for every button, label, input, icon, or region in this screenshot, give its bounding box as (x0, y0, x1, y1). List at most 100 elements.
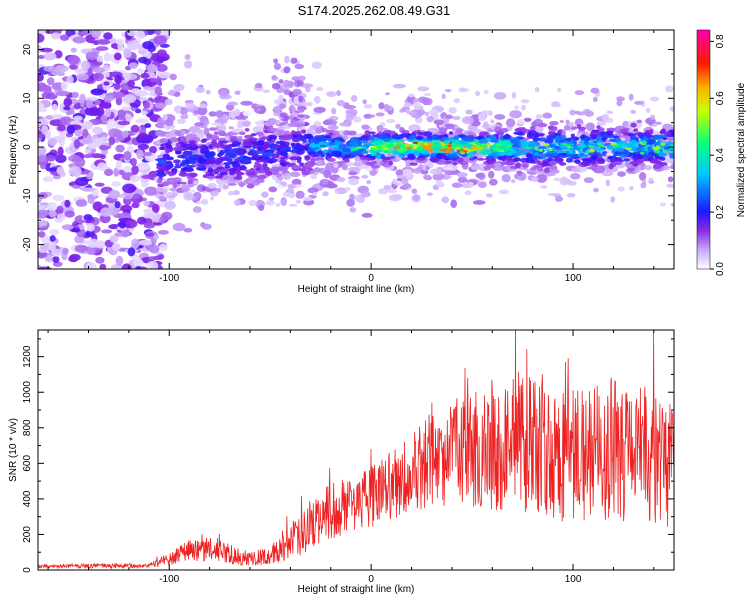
heatmap-cell (542, 143, 550, 147)
heatmap-cell (237, 119, 245, 129)
heatmap-cell (538, 133, 545, 137)
heatmap-cell (113, 130, 124, 137)
heatmap-cell (378, 102, 385, 110)
heatmap-cell (248, 137, 258, 142)
heatmap-cell (233, 199, 241, 206)
heatmap-cell (370, 164, 381, 169)
heatmap-cell (122, 94, 137, 104)
heatmap-cell (138, 56, 149, 64)
heatmap-cell (168, 163, 174, 169)
heatmap-cell (628, 93, 634, 101)
heatmap-cell (495, 142, 502, 147)
colorbar-label: Normalized spectral amplitude (736, 82, 747, 217)
heatmap-cell (158, 243, 169, 252)
heatmap-cell (471, 164, 480, 171)
heatmap-cell (91, 126, 104, 135)
heatmap-cell (174, 130, 182, 135)
heatmap-cell (279, 151, 288, 157)
heatmap-cell (534, 151, 539, 156)
heatmap-cell (451, 115, 461, 120)
heatmap-cell (417, 131, 425, 136)
heatmap-cell (42, 176, 54, 183)
heatmap-cell (550, 166, 558, 171)
heatmap-cell (38, 231, 46, 238)
heatmap-cell (298, 167, 306, 172)
colorbar-tick-label: 0.2 (715, 205, 726, 219)
heatmap-cell (136, 162, 150, 171)
heatmap-cell (403, 183, 411, 189)
heatmap-cell (273, 62, 282, 71)
heatmap-cell (245, 178, 254, 182)
heatmap-cell (154, 130, 166, 137)
heatmap-cell (510, 140, 521, 145)
heatmap-cell (80, 60, 91, 71)
heatmap-cell (315, 137, 323, 142)
heatmap-cell (303, 196, 313, 202)
heatmap-cell (201, 186, 207, 191)
heatmap-cell (280, 198, 286, 205)
heatmap-cell (178, 172, 189, 177)
heatmap-cell (421, 150, 430, 155)
heatmap-cell (154, 30, 162, 36)
heatmap-cell (551, 126, 558, 132)
heatmap-cell (375, 152, 381, 156)
heatmap-cell (441, 93, 446, 100)
heatmap-cell (309, 124, 318, 130)
heatmap-cell (323, 169, 332, 179)
heatmap-cell (270, 166, 280, 173)
heatmap-cell (449, 153, 458, 158)
heatmap-cell (469, 157, 475, 161)
heatmap-cell (632, 153, 643, 159)
heatmap-cell (174, 105, 182, 114)
heatmap-cell (438, 135, 443, 139)
heatmap-cell (229, 150, 235, 153)
heatmap-cell (142, 41, 154, 50)
heatmap-cell (296, 158, 302, 164)
heatmap-cell (520, 99, 530, 104)
heatmap-cell (304, 155, 311, 160)
heatmap-cell (94, 99, 101, 106)
heatmap-cell (136, 30, 146, 40)
heatmap-cell (300, 83, 314, 89)
heatmap-cell (131, 202, 140, 209)
colorbar: 0.0 0.2 0.4 0.6 0.8 Normalized spectral ampl… (696, 29, 747, 276)
heatmap-cell (346, 198, 355, 207)
heatmap-cell (547, 173, 557, 176)
heatmap-cell (652, 123, 658, 127)
heatmap-cell (103, 81, 110, 86)
heatmap-cell (52, 256, 60, 264)
heatmap-cell (605, 130, 614, 134)
snr-ytick-label: 1000 (22, 381, 33, 404)
heatmap-cell (663, 131, 672, 136)
heatmap-cell (118, 193, 127, 198)
heatmap-cell (62, 247, 69, 255)
spectrogram-ylabel: Frequency (Hz) (8, 116, 19, 185)
heatmap-cell (497, 155, 504, 160)
heatmap-cell (465, 109, 473, 115)
heatmap-cell (175, 150, 182, 155)
heatmap-cell (292, 134, 297, 138)
snr-xtick-label: 0 (368, 574, 374, 585)
heatmap-cell (153, 35, 168, 45)
heatmap-cell (264, 152, 275, 157)
heatmap-cell (346, 130, 357, 136)
heatmap-cell (220, 144, 230, 149)
heatmap-cell (383, 184, 392, 191)
heatmap-cell (290, 119, 300, 123)
heatmap-cell (601, 146, 607, 150)
heatmap-cell (574, 159, 581, 164)
heatmap-cell (83, 153, 93, 159)
heatmap-cell (443, 140, 451, 145)
heatmap-cell (456, 157, 464, 163)
heatmap-cell (224, 164, 231, 169)
heatmap-cell (169, 73, 177, 81)
heatmap-cell (130, 157, 137, 167)
heatmap-cell (457, 176, 468, 183)
heatmap-cell (298, 75, 306, 81)
heatmap-cell (295, 146, 304, 150)
heatmap-cell (228, 153, 237, 159)
heatmap-cell (350, 94, 358, 102)
heatmap-cell (393, 146, 401, 149)
heatmap-cell (155, 169, 164, 173)
